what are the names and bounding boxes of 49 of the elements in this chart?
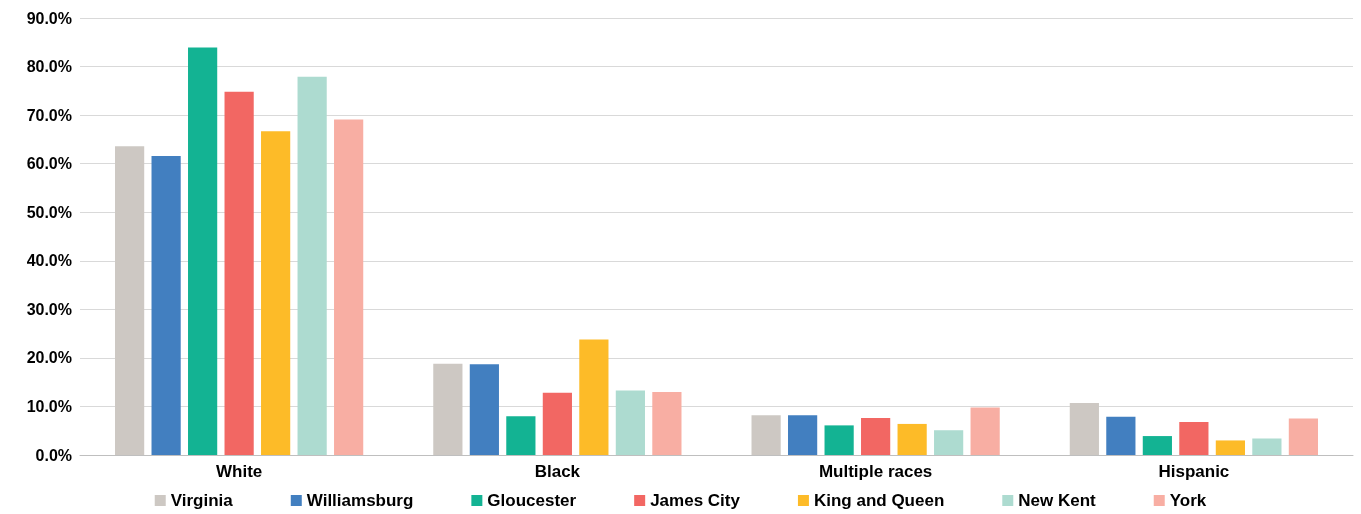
bar <box>1288 418 1318 455</box>
y-tick-label: 0.0% <box>35 446 72 464</box>
bar <box>1142 436 1172 455</box>
bar <box>297 76 327 455</box>
bar <box>224 91 254 455</box>
bar <box>151 155 181 455</box>
x-tick-label: Hispanic <box>1158 462 1230 481</box>
bar <box>970 407 1000 455</box>
bar <box>652 391 682 455</box>
bar <box>261 131 291 455</box>
bar <box>188 47 218 455</box>
bar <box>1215 440 1245 455</box>
bar <box>861 418 891 455</box>
bar <box>751 415 781 455</box>
y-tick-label: 60.0% <box>26 155 72 173</box>
x-tick-label: Multiple races <box>818 462 933 481</box>
y-tick-label: 80.0% <box>26 58 72 76</box>
bar <box>334 119 364 455</box>
bar <box>506 416 536 455</box>
legend-label: James City <box>650 491 741 510</box>
y-tick-label: 10.0% <box>26 397 72 415</box>
y-tick-label: 90.0% <box>26 9 72 27</box>
bar <box>115 146 145 455</box>
bar <box>469 364 499 455</box>
legend-label: King and Queen <box>813 491 945 510</box>
bar <box>824 425 854 455</box>
bar <box>897 423 927 455</box>
bar <box>579 339 609 455</box>
bar <box>1106 416 1136 455</box>
bar <box>542 392 572 455</box>
x-tick-label: White <box>215 462 263 481</box>
y-tick-label: 70.0% <box>26 106 72 124</box>
legend-label: Virginia <box>170 491 234 510</box>
bar <box>615 390 645 455</box>
y-tick-label: 30.0% <box>26 300 72 318</box>
x-tick-label: Black <box>534 462 581 481</box>
bar <box>1179 421 1209 455</box>
bar <box>1069 403 1099 455</box>
y-tick-label: 20.0% <box>26 349 72 367</box>
legend-label: New Kent <box>1018 491 1097 510</box>
y-tick-label: 50.0% <box>26 203 72 221</box>
legend-label: Gloucester <box>487 491 577 510</box>
y-tick-label: 40.0% <box>26 252 72 270</box>
bar <box>788 415 818 455</box>
bar <box>433 363 463 455</box>
legend-label: Williamsburg <box>306 491 414 510</box>
legend-label: York <box>1169 491 1207 510</box>
bar <box>1252 438 1282 455</box>
bar <box>934 430 964 455</box>
